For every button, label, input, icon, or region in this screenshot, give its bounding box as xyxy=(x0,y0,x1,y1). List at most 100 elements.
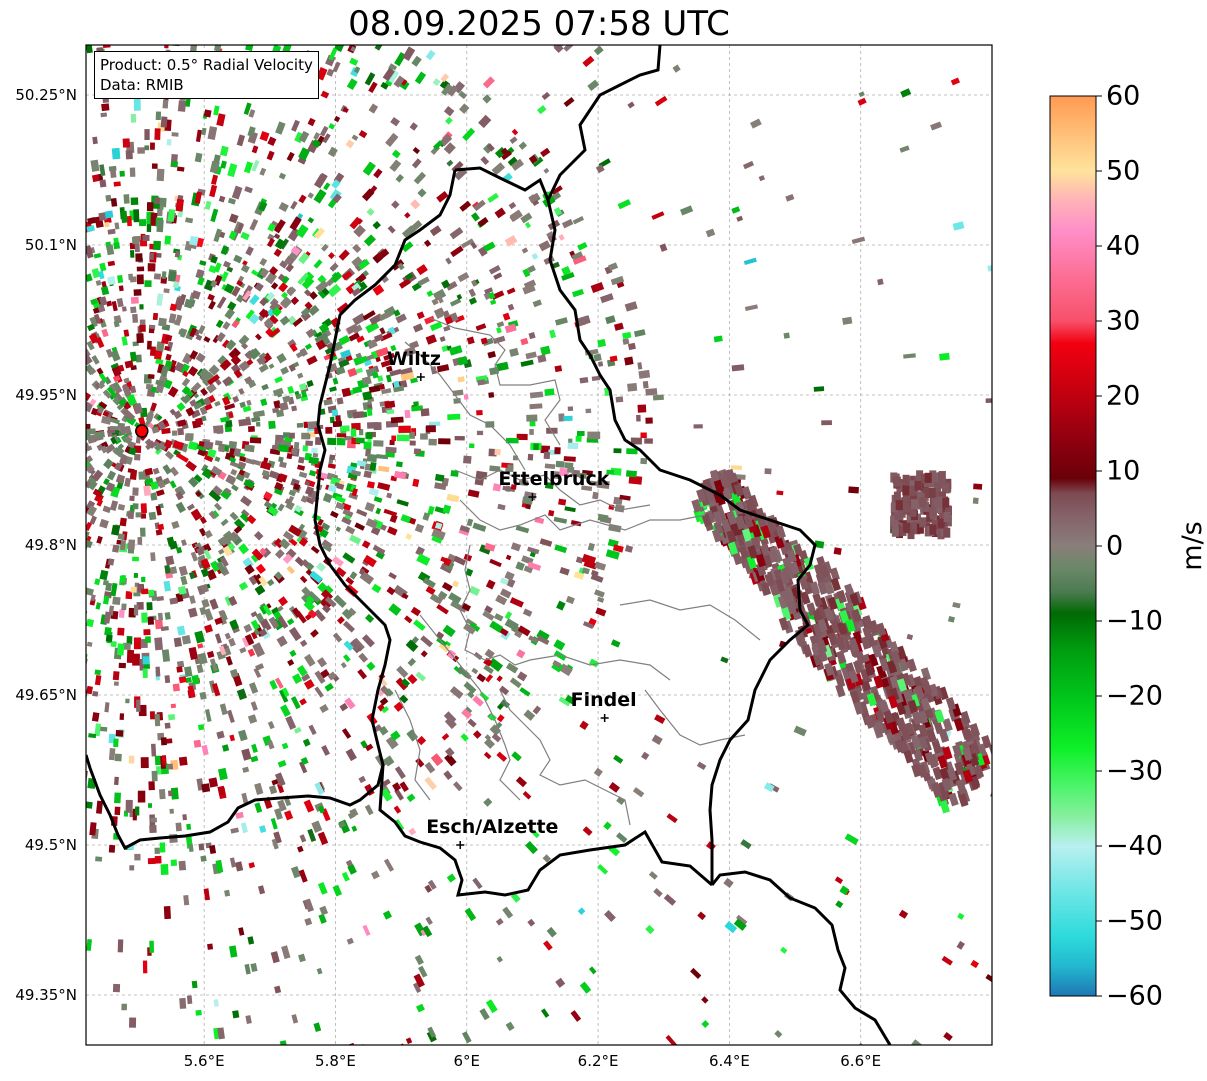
velocity-bin xyxy=(902,502,910,513)
velocity-bin xyxy=(942,483,949,494)
velocity-bin xyxy=(147,858,156,865)
velocity-bin xyxy=(137,790,146,803)
velocity-bin xyxy=(454,314,465,323)
velocity-bin xyxy=(960,726,972,740)
velocity-bin xyxy=(339,702,349,712)
velocity-bin xyxy=(782,556,793,571)
velocity-bin xyxy=(289,649,297,658)
velocity-bin xyxy=(243,102,252,115)
velocity-bin xyxy=(86,790,87,799)
velocity-bin xyxy=(329,510,339,519)
velocity-bin xyxy=(275,121,286,135)
velocity-bin xyxy=(411,158,422,169)
velocity-bin xyxy=(114,753,122,762)
velocity-bin xyxy=(401,225,416,239)
velocity-bin xyxy=(495,594,508,606)
velocity-bin xyxy=(113,681,119,686)
velocity-bin xyxy=(844,833,859,846)
velocity-bin xyxy=(111,366,122,377)
velocity-bin xyxy=(128,755,135,764)
velocity-bin xyxy=(86,428,96,435)
velocity-bin xyxy=(527,546,540,555)
velocity-bin xyxy=(186,995,193,1005)
velocity-bin xyxy=(107,228,116,235)
velocity-bin xyxy=(293,726,302,734)
velocity-bin xyxy=(433,140,443,150)
velocity-bin xyxy=(143,485,152,497)
velocity-bin xyxy=(543,167,550,174)
velocity-bin xyxy=(245,246,254,256)
velocity-bin xyxy=(730,465,742,470)
velocity-bin xyxy=(396,434,410,442)
velocity-bin xyxy=(780,946,788,954)
velocity-bin xyxy=(587,79,600,91)
velocity-bin xyxy=(308,591,321,603)
velocity-bin xyxy=(204,200,212,210)
velocity-bin xyxy=(99,262,107,272)
velocity-bin xyxy=(122,435,130,444)
velocity-bin xyxy=(278,473,288,483)
velocity-bin xyxy=(364,783,375,796)
velocity-bin xyxy=(363,234,376,247)
colorbar-tick-label: 0 xyxy=(1106,530,1124,562)
velocity-bin xyxy=(236,222,245,234)
velocity-bin xyxy=(444,315,454,325)
velocity-bin xyxy=(129,385,137,394)
velocity-bin xyxy=(359,571,375,585)
velocity-bin xyxy=(170,787,179,800)
velocity-bin xyxy=(420,408,430,417)
velocity-bin xyxy=(608,782,621,793)
velocity-bin xyxy=(228,347,241,360)
velocity-bin xyxy=(203,336,211,343)
velocity-bin xyxy=(342,552,356,564)
velocity-bin xyxy=(529,403,543,410)
velocity-bin xyxy=(597,596,605,603)
velocity-bin xyxy=(105,194,112,202)
velocity-bin xyxy=(393,470,407,480)
velocity-bin xyxy=(911,521,919,532)
velocity-bin xyxy=(321,745,331,756)
velocity-bin xyxy=(645,388,658,396)
velocity-bin xyxy=(243,284,254,296)
velocity-bin xyxy=(208,777,218,788)
velocity-bin xyxy=(178,565,188,577)
velocity-bin xyxy=(217,785,226,796)
velocity-bin xyxy=(389,368,402,377)
velocity-bin xyxy=(110,641,117,648)
velocity-bin xyxy=(164,564,171,574)
velocity-bin xyxy=(111,147,121,160)
velocity-bin xyxy=(466,336,475,345)
velocity-bin xyxy=(213,999,219,1007)
velocity-bin xyxy=(182,370,189,378)
velocity-bin xyxy=(726,511,737,525)
velocity-bin xyxy=(638,369,651,379)
velocity-bin xyxy=(873,675,884,689)
velocity-bin xyxy=(130,250,135,258)
velocity-bin xyxy=(96,535,103,544)
velocity-bin xyxy=(295,224,309,239)
velocity-bin xyxy=(148,511,157,521)
velocity-bin xyxy=(126,649,135,663)
velocity-bin xyxy=(214,617,223,625)
velocity-bin xyxy=(478,114,492,129)
velocity-bin xyxy=(199,260,207,266)
velocity-bin xyxy=(206,371,214,380)
velocity-bin xyxy=(270,817,278,830)
velocity-bin xyxy=(195,1009,202,1016)
city-label: Esch/Alzette xyxy=(426,816,559,838)
velocity-bin xyxy=(406,729,419,742)
velocity-bin xyxy=(637,362,643,370)
velocity-bin xyxy=(86,539,93,549)
velocity-bin xyxy=(537,354,547,363)
velocity-bin xyxy=(488,265,501,275)
velocity-bin xyxy=(319,669,330,679)
velocity-bin xyxy=(578,472,587,479)
velocity-bin xyxy=(169,566,178,575)
velocity-bin xyxy=(515,561,525,571)
velocity-bin xyxy=(263,318,275,329)
velocity-bin xyxy=(224,596,232,606)
velocity-bin xyxy=(312,452,319,458)
velocity-bin xyxy=(144,129,150,140)
velocity-bin xyxy=(424,315,436,325)
velocity-bin xyxy=(937,518,945,529)
